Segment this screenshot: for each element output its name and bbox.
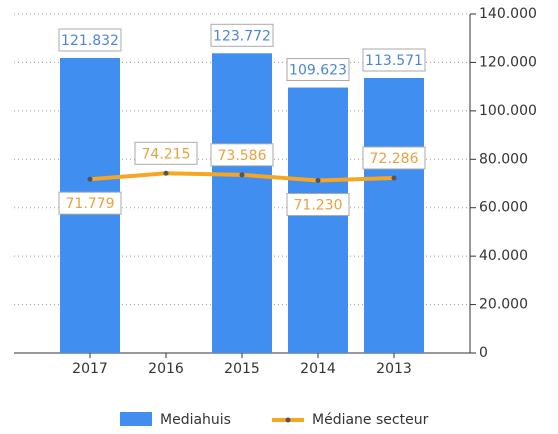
point (391, 175, 397, 181)
label-box (286, 193, 350, 217)
x-tick-label: 2014 (300, 361, 336, 377)
bar (288, 87, 348, 354)
data-label: 74.215 (142, 146, 191, 162)
bar (212, 53, 272, 353)
bar (364, 77, 424, 353)
data-label: 73.586 (218, 148, 267, 164)
data-label: 109.623 (289, 63, 347, 79)
y-tick-label: 80.000 (479, 151, 528, 167)
legend-swatch (120, 412, 152, 426)
point (163, 170, 169, 176)
y-tick-label: 20.000 (479, 297, 528, 313)
legend-label: Médiane secteur (312, 412, 429, 428)
data-label: 72.286 (370, 151, 419, 167)
label-box (210, 23, 274, 47)
data-label: 123.772 (213, 28, 271, 44)
x-tick-label: 2016 (148, 361, 184, 377)
x-tick-label: 2017 (72, 361, 108, 377)
x-tick-label: 2015 (224, 361, 260, 377)
y-tick-label: 40.000 (479, 248, 528, 264)
label-box (58, 28, 122, 52)
legend-swatch (285, 417, 291, 423)
data-label: 71.779 (66, 196, 115, 212)
label-box (210, 143, 274, 167)
label-box (362, 146, 426, 170)
y-tick-label: 60.000 (479, 200, 528, 216)
legend-label: Mediahuis (160, 412, 231, 428)
data-label: 71.230 (294, 198, 343, 214)
label-box (286, 58, 350, 82)
label-box (362, 48, 426, 72)
point (315, 178, 321, 184)
y-tick-label: 0 (479, 345, 488, 361)
data-label: 121.832 (61, 33, 119, 49)
label-box (134, 141, 198, 165)
data-label: 113.571 (365, 53, 423, 69)
point (87, 176, 93, 182)
label-box (58, 191, 122, 215)
y-tick-label: 100.000 (479, 103, 537, 119)
y-tick-label: 140.000 (479, 6, 537, 22)
point (239, 172, 245, 178)
y-tick-label: 120.000 (479, 54, 537, 70)
x-tick-label: 2013 (376, 361, 412, 377)
